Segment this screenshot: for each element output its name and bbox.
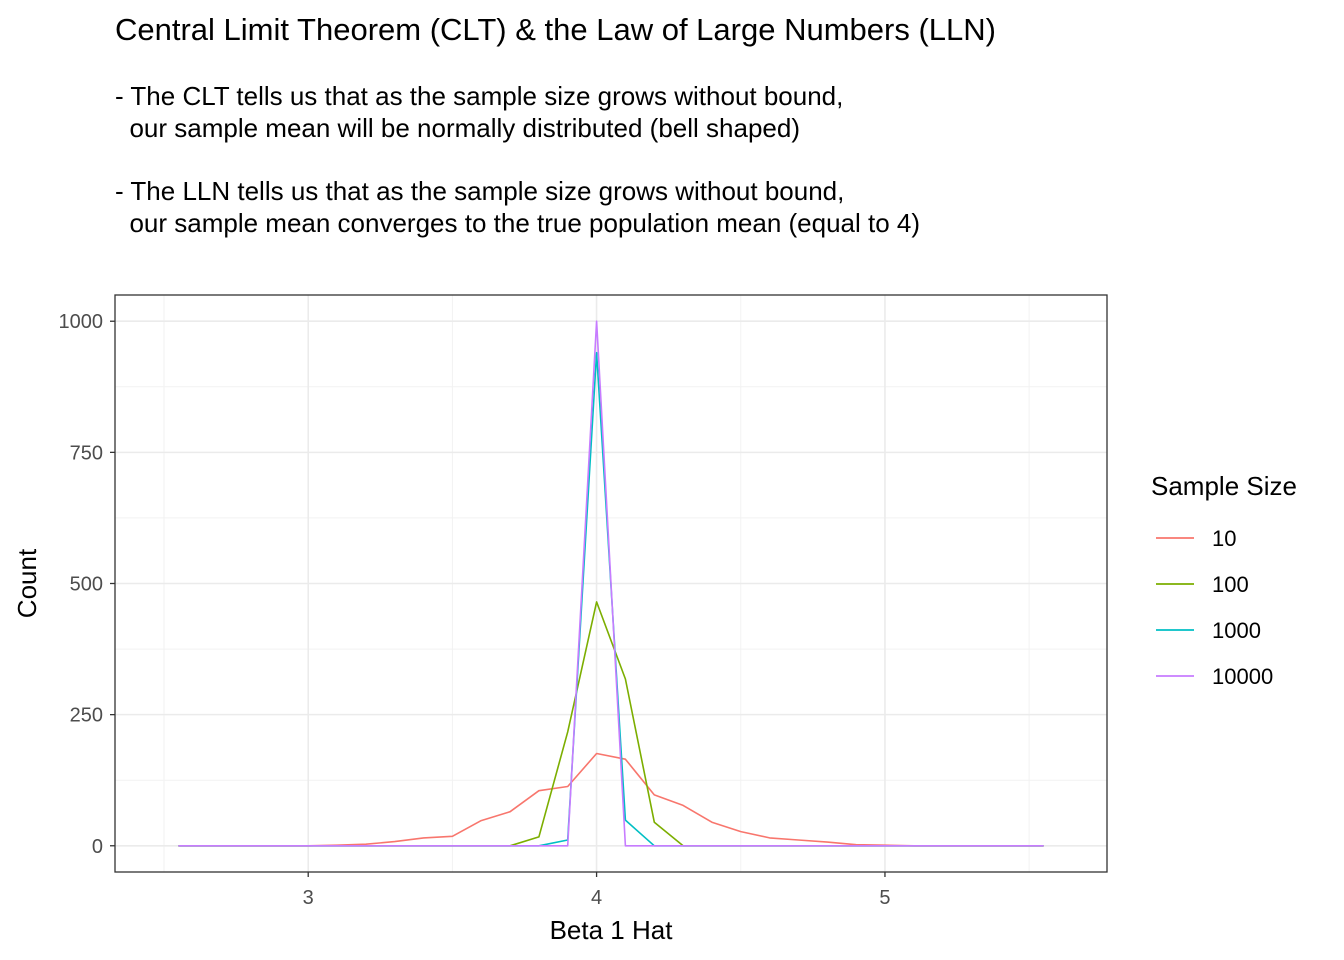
chart-title: Central Limit Theorem (CLT) & the Law of…	[115, 12, 996, 47]
legend-title: Sample Size	[1151, 471, 1297, 501]
title-block: Central Limit Theorem (CLT) & the Law of…	[115, 10, 996, 239]
legend-label-10000: 10000	[1212, 664, 1273, 689]
y-tick-label: 250	[70, 705, 103, 727]
legend: Sample Size 10 100 1000 10000	[1151, 471, 1297, 689]
y-tick-label: 1000	[59, 311, 104, 333]
legend-label-10: 10	[1212, 526, 1236, 551]
subtitle-line-4: our sample mean converges to the true po…	[115, 208, 921, 238]
x-tick-label: 5	[879, 887, 890, 909]
y-axis-title: Count	[12, 548, 42, 618]
x-axis-title: Beta 1 Hat	[550, 915, 674, 945]
subtitle-line-1: - The CLT tells us that as the sample si…	[115, 81, 844, 111]
legend-label-100: 100	[1212, 572, 1249, 597]
series-line-10000	[178, 320, 1044, 847]
subtitle-lln: - The LLN tells us that as the sample si…	[115, 175, 996, 239]
y-tick-label: 0	[92, 836, 103, 858]
y-tick-label: 750	[70, 442, 103, 464]
x-tick-label: 3	[303, 887, 314, 909]
subtitle-line-2: our sample mean will be normally distrib…	[115, 113, 800, 143]
legend-label-1000: 1000	[1212, 618, 1261, 643]
y-tick-label: 500	[70, 574, 103, 596]
subtitle-clt: - The CLT tells us that as the sample si…	[115, 80, 996, 144]
x-tick-label: 4	[591, 887, 602, 909]
axis-ticks: 3 4 5 0 250 500 750 1000	[59, 311, 891, 909]
series-lines	[178, 320, 1044, 847]
subtitle-line-3: - The LLN tells us that as the sample si…	[115, 176, 845, 206]
